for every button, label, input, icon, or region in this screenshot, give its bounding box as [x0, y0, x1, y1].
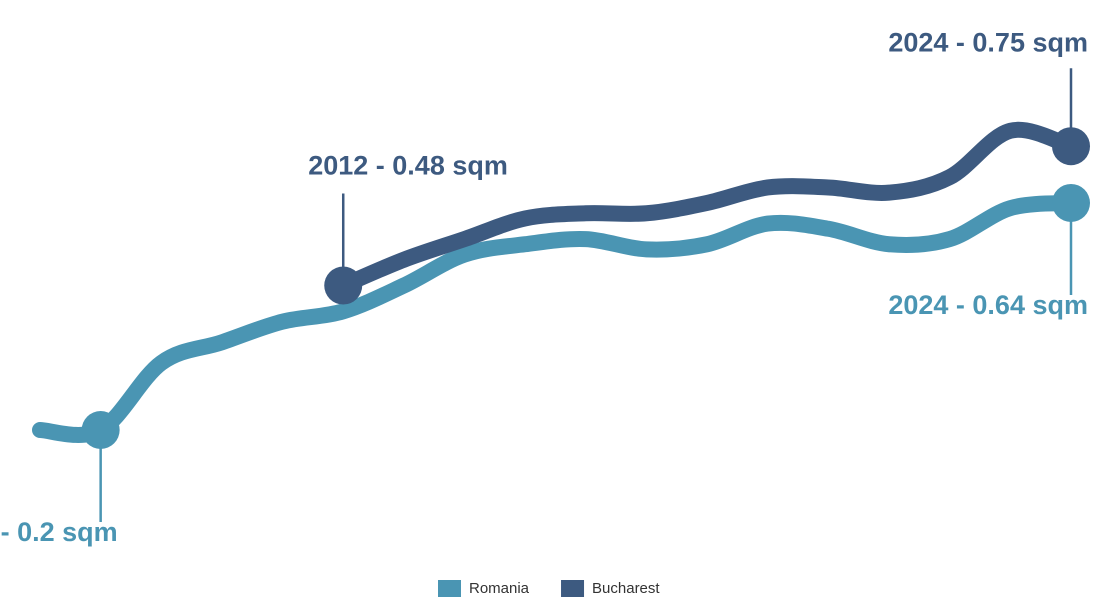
series-line — [32, 194, 1079, 443]
legend-swatch — [438, 580, 461, 597]
annotation: 2024 - 0.64 sqm — [888, 290, 1088, 320]
legend-label: Bucharest — [592, 580, 660, 597]
annotation: 2008 (est.) - 0.2 sqm — [0, 517, 118, 547]
point-marker — [81, 411, 120, 449]
point-marker — [324, 266, 363, 305]
point-marker — [1052, 127, 1090, 166]
series-line — [335, 121, 1079, 294]
annotation: 2012 - 0.48 sqm — [308, 151, 508, 181]
point-marker — [1052, 183, 1090, 222]
legend-label: Romania — [469, 580, 530, 597]
annotation: 2024 - 0.75 sqm — [888, 27, 1088, 57]
legend-swatch — [561, 580, 585, 597]
